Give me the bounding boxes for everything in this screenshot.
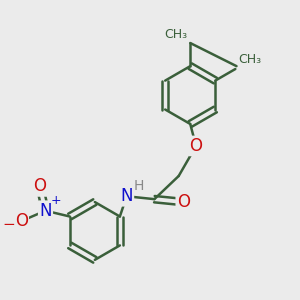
Text: H: H: [134, 179, 144, 193]
Text: O: O: [15, 212, 28, 230]
Text: CH₃: CH₃: [238, 53, 261, 66]
Text: O: O: [33, 177, 46, 195]
Text: N: N: [39, 202, 52, 220]
Text: +: +: [51, 194, 61, 207]
Text: −: −: [2, 217, 15, 232]
Text: O: O: [190, 137, 202, 155]
Text: CH₃: CH₃: [164, 28, 187, 41]
Text: O: O: [177, 193, 190, 211]
Text: N: N: [120, 187, 133, 205]
